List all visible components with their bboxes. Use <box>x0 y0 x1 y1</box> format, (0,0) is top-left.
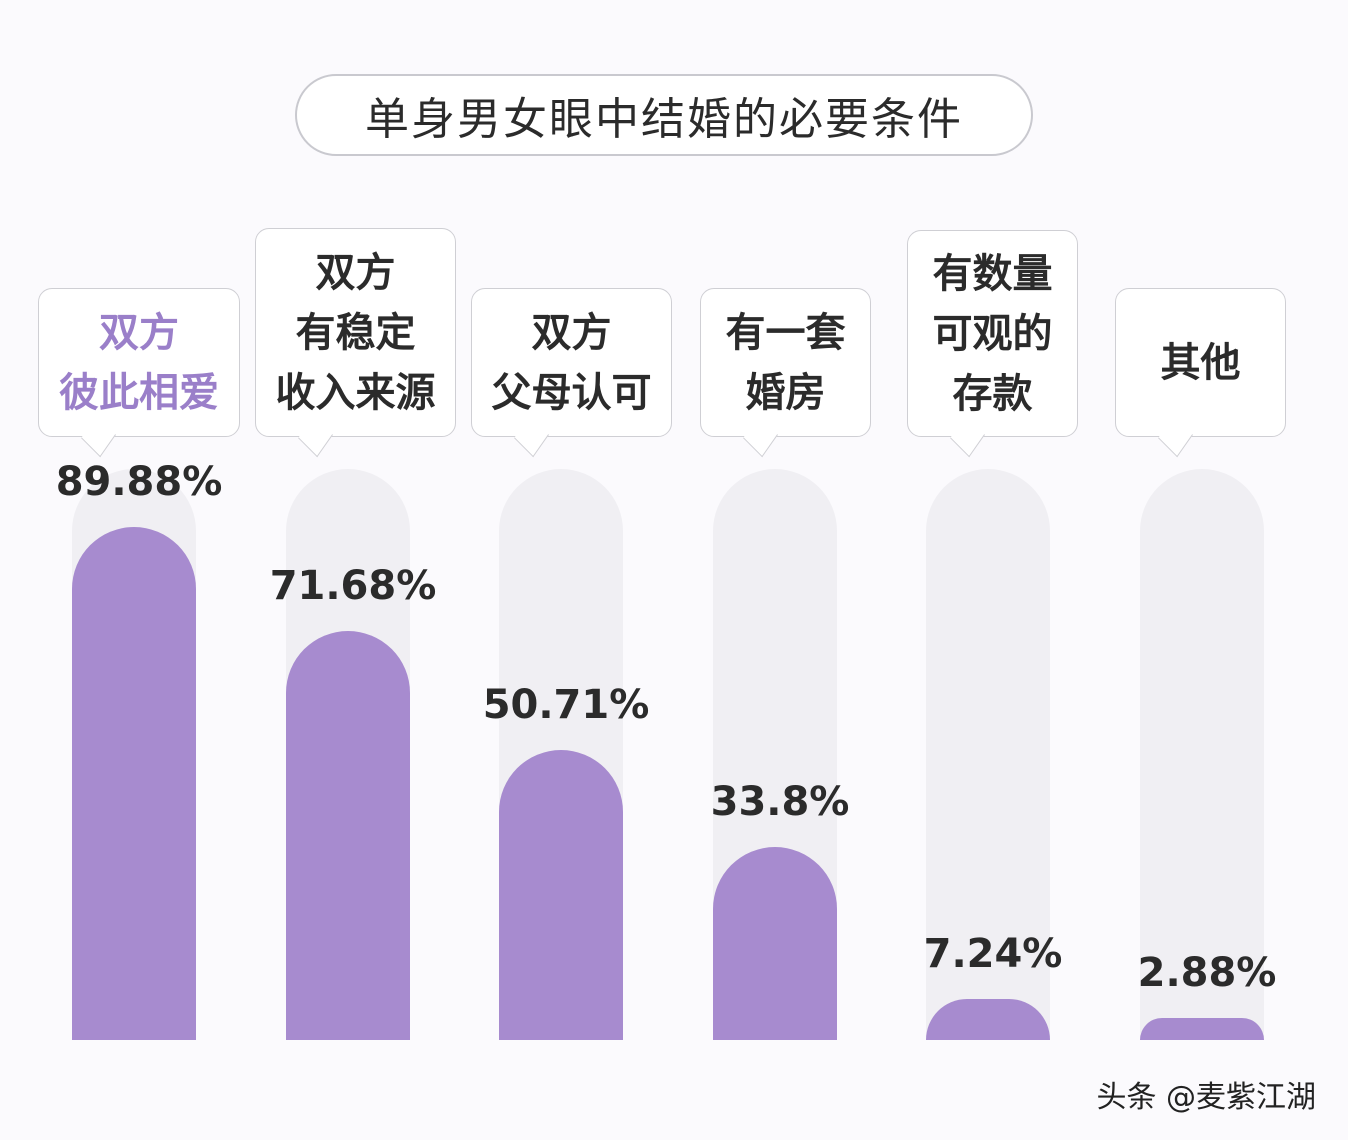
category-label-line: 有稳定 <box>295 309 416 356</box>
category-label-line: 有数量 <box>932 250 1053 297</box>
category-label-line: 存款 <box>952 370 1033 417</box>
bar <box>286 630 410 1040</box>
category-label-line: 父母认可 <box>491 369 652 416</box>
chart-title: 单身男女眼中结婚的必要条件 <box>295 74 1033 156</box>
bar-track <box>926 469 1050 1040</box>
bubble-tail <box>1158 415 1193 458</box>
data-label: 7.24% <box>923 930 1063 977</box>
category-label: 其他 <box>1115 288 1286 458</box>
category-label: 有数量 可观的 存款 <box>907 230 1078 458</box>
bar <box>926 998 1050 1040</box>
category-label: 双方 父母认可 <box>471 288 672 458</box>
data-label: 50.71% <box>482 682 650 729</box>
watermark: 头条 @麦紫江湖 <box>1096 1080 1316 1115</box>
bar <box>1140 1018 1264 1040</box>
bar <box>72 526 196 1040</box>
category-label-line: 可观的 <box>932 310 1053 357</box>
category-label-line: 双方 <box>315 249 396 296</box>
data-label: 71.68% <box>269 562 437 609</box>
data-label: 2.88% <box>1137 950 1277 996</box>
bar <box>713 847 837 1040</box>
data-label: 33.8% <box>710 779 850 825</box>
category-label: 双方 彼此相爱 <box>38 288 240 458</box>
category-label-line: 双方 <box>99 309 179 356</box>
category-label-line: 其他 <box>1160 339 1241 386</box>
category-label-line: 双方 <box>531 309 612 356</box>
category-label-line: 收入来源 <box>275 369 436 416</box>
bar <box>499 750 623 1040</box>
category-label-line: 婚房 <box>745 369 826 416</box>
category-label-line: 彼此相爱 <box>59 369 219 416</box>
category-label-line: 有一套 <box>725 309 846 356</box>
category-label: 有一套 婚房 <box>700 288 871 458</box>
data-label: 89.88% <box>55 458 223 505</box>
category-label: 双方 有稳定 收入来源 <box>255 228 456 458</box>
bar-track <box>1140 469 1264 1040</box>
